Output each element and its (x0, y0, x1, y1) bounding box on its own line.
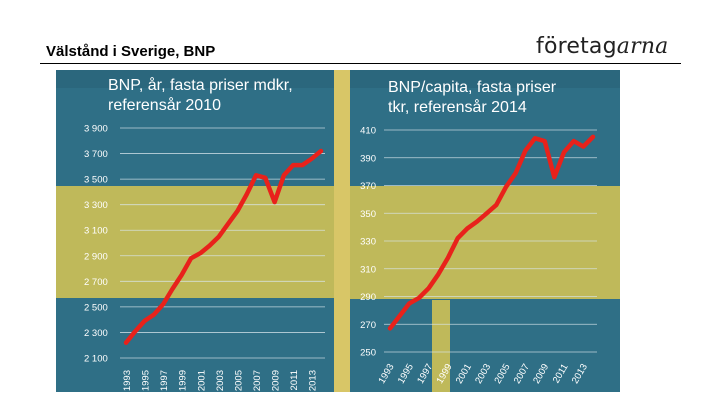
data-point (246, 193, 248, 196)
data-point (486, 212, 488, 214)
y-tick-label: 3 100 (84, 226, 108, 237)
data-point (447, 257, 449, 259)
flag-horizontal-band (350, 186, 620, 299)
x-tick-label: 2003 (215, 370, 226, 391)
series-line (387, 134, 596, 331)
data-point (505, 186, 507, 188)
logo-text-b: arna (616, 34, 669, 59)
data-point (573, 140, 575, 142)
data-point (320, 150, 322, 152)
data-point (311, 158, 313, 160)
chart-title-line: referensår 2010 (108, 96, 221, 114)
slide-title: Välstånd i Sverige, BNP (46, 43, 216, 60)
y-tick-label: 270 (360, 320, 376, 331)
y-tick-label: 350 (360, 209, 376, 220)
chart-panel-gdp-per-capita: BNP/capita, fasta priser tkr, referensår … (350, 70, 620, 392)
data-point (264, 177, 266, 179)
data-point (143, 320, 146, 322)
x-tick-label: 1993 (122, 370, 133, 391)
gdp-chart-svg: BNP, år, fasta priser mdkr, referensår 20… (56, 70, 334, 392)
data-point (171, 288, 174, 290)
y-tick-label: 2 300 (84, 328, 108, 339)
chart-title-line: tkr, referensår 2014 (388, 98, 527, 116)
data-point (227, 223, 229, 225)
chart-panel-gdp: BNP, år, fasta priser mdkr, referensår 20… (56, 70, 334, 392)
data-point (544, 140, 546, 142)
data-point (273, 201, 276, 203)
y-tick-label: 2 500 (84, 302, 108, 313)
data-point (437, 273, 439, 275)
y-tick-label: 3 900 (84, 124, 108, 135)
y-tick-label: 3 700 (84, 149, 108, 160)
data-point (255, 174, 257, 176)
data-point (283, 174, 285, 176)
x-tick-label: 1995 (141, 370, 152, 391)
y-tick-label: 390 (360, 153, 376, 164)
data-point (199, 252, 201, 254)
y-tick-label: 330 (360, 237, 376, 248)
x-tick-label: 2005 (233, 370, 244, 391)
data-point (592, 136, 594, 138)
data-point (125, 342, 127, 344)
data-point (236, 210, 239, 212)
data-point (292, 164, 294, 166)
data-point (524, 150, 526, 152)
data-point (457, 237, 459, 239)
data-point (301, 164, 304, 166)
logo-text-a: företag (536, 34, 617, 59)
x-tick-label: 1997 (159, 370, 170, 391)
flag-shade (350, 70, 620, 88)
data-point (399, 315, 401, 317)
series-line (123, 148, 324, 345)
flag-vertical-band (432, 300, 450, 392)
data-point (515, 172, 517, 174)
y-tick-label: 2 900 (84, 251, 108, 262)
data-point (495, 204, 497, 206)
data-point (190, 257, 192, 259)
x-tick-label: 2001 (196, 370, 207, 391)
x-tick-label: 1999 (178, 370, 189, 391)
flag-shade (56, 70, 334, 88)
data-point (408, 302, 410, 305)
data-point (466, 227, 468, 230)
y-tick-label: 290 (360, 292, 376, 303)
y-tick-label: 370 (360, 181, 376, 192)
data-point (476, 220, 478, 223)
data-point (553, 176, 555, 178)
y-tick-label: 410 (360, 126, 376, 137)
x-tick-label: 2013 (308, 370, 319, 391)
data-point (582, 146, 584, 148)
data-point (153, 313, 155, 316)
data-point (534, 137, 536, 139)
data-point (181, 274, 183, 276)
y-tick-label: 2 100 (84, 354, 108, 365)
chart-title-line: BNP, år, fasta priser mdkr, (108, 76, 293, 94)
x-tick-label: 2011 (289, 370, 300, 390)
data-point (218, 236, 220, 238)
data-point (162, 303, 164, 305)
y-tick-label: 2 700 (84, 277, 108, 288)
y-tick-label: 3 500 (84, 175, 108, 186)
flag-cross-strip (334, 70, 350, 392)
y-tick-label: 3 300 (84, 200, 108, 211)
x-tick-label: 2009 (271, 370, 282, 391)
data-point (428, 287, 430, 289)
data-point (208, 244, 211, 247)
data-point (418, 297, 420, 299)
company-logo: företagarna (536, 34, 669, 59)
x-tick-label: 2007 (252, 370, 263, 391)
data-point (563, 151, 565, 153)
data-point (134, 330, 136, 332)
data-point (389, 327, 391, 330)
gdp-per-capita-chart-svg: BNP/capita, fasta priser tkr, referensår … (350, 70, 620, 392)
chart-title-line: BNP/capita, fasta priser (388, 79, 557, 96)
header-divider (40, 63, 681, 64)
y-tick-label: 250 (360, 348, 376, 359)
y-tick-label: 310 (360, 264, 376, 275)
